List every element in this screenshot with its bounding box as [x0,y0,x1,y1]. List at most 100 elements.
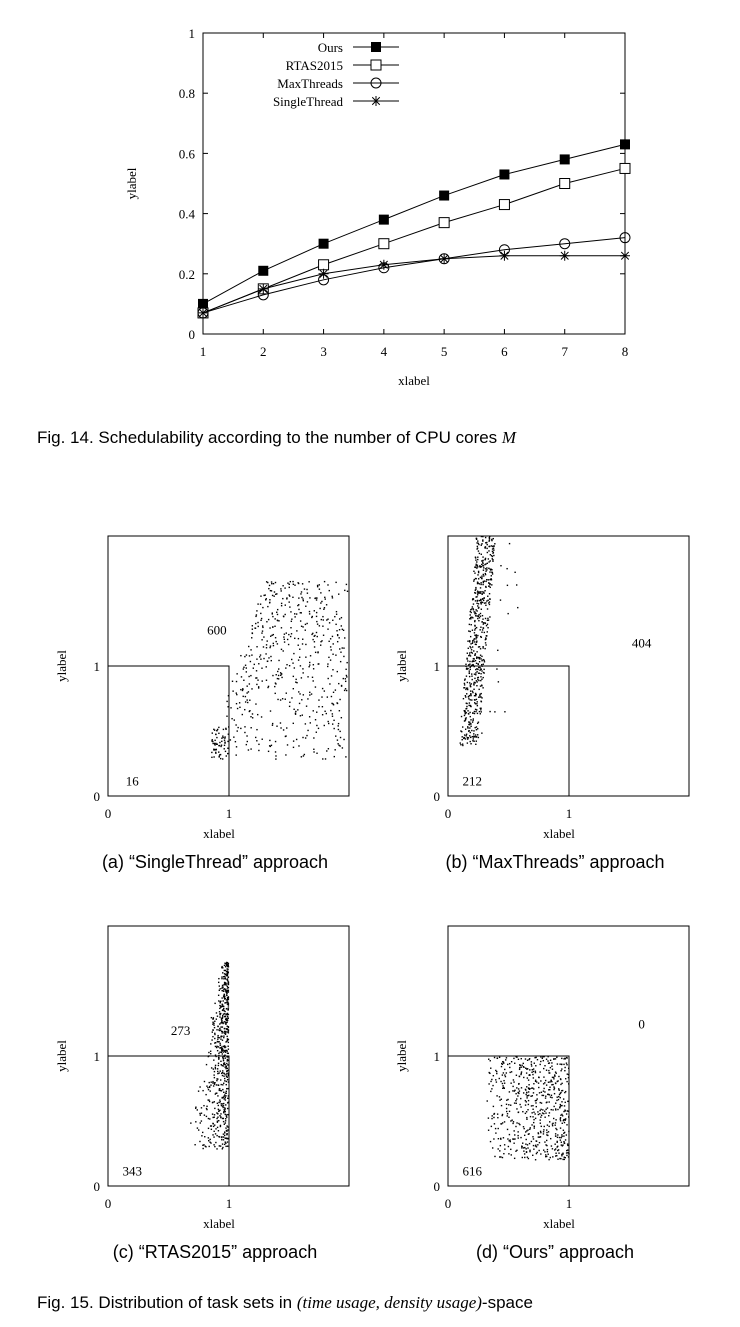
scatter-point [470,624,472,626]
scatter-point [213,1074,215,1076]
scatter-point [475,662,478,664]
scatter-point [479,654,482,656]
scatter-point [550,1137,552,1140]
scatter-point [246,685,248,687]
scatter-point [564,1078,567,1080]
scatter-point [225,1115,227,1117]
scatter-point [265,644,268,646]
scatter-point [482,591,485,593]
scatter-point [484,563,486,566]
scatter-point [221,1016,224,1018]
scatter-point [563,1058,565,1060]
scatter-point [508,1062,511,1065]
scatter-point [280,674,282,677]
scatter-point [321,714,324,716]
scatter-point [199,1086,201,1088]
scatter-point [222,1106,224,1109]
scatter-point [544,1082,546,1084]
scatter-point [546,1131,548,1134]
scatter-point [470,743,472,745]
scatter-point [285,692,287,694]
scatter-point [508,1140,510,1142]
scatter-point [328,656,330,659]
scatter-point [265,653,267,655]
scatter-point [316,752,318,754]
scatter-point [471,642,474,644]
scatter-point [206,1085,208,1087]
scatter-point [221,1019,223,1022]
scatter-point [497,681,500,683]
scatter-point [327,628,329,630]
scatter-point [479,713,481,715]
scatter-point [253,663,255,666]
scatter-point [515,1092,517,1095]
scatter-point [222,735,224,737]
scatter-point [218,751,220,753]
scatter-point [210,1067,213,1069]
scatter-point [315,599,318,601]
scatter-point [219,1079,222,1081]
scatter-point [216,1078,218,1080]
scatter-point [472,719,474,722]
scatter-point [249,660,252,663]
scatter-point [223,1072,225,1074]
scatter-point [265,581,268,583]
scatter-point [315,611,318,614]
scatter-point [227,694,230,697]
scatter-point [339,730,341,733]
scatter-point [213,1130,215,1133]
scatter-point [470,719,472,721]
scatter-point [479,669,481,671]
scatter-point [538,1086,540,1089]
scatter-point [551,1084,553,1086]
scatter-point [227,1097,229,1099]
scatter-point [535,1102,537,1104]
scatter-point [256,683,258,686]
scatter-point [222,1139,225,1141]
scatter-point [508,1110,511,1113]
scatter-point [282,729,285,731]
scatter-point [468,694,471,697]
scatter-point [488,601,491,603]
scatter-point [564,1118,567,1120]
scatter-point [226,978,228,981]
scatter-point [465,667,468,669]
scatter-point [522,1062,524,1065]
scatter-point [560,1070,562,1072]
scatter-point [486,543,488,546]
scatter-point [557,1108,559,1111]
scatter-point [261,625,264,627]
scatter-point [562,1119,565,1122]
scatter-point [315,731,318,733]
scatter-point [222,1000,224,1002]
scatter-point [289,595,291,597]
scatter-point [214,1033,216,1036]
scatter-point [472,738,474,740]
scatter-point [223,1109,225,1111]
scatter-point [236,673,238,675]
scatter-point [479,656,481,659]
scatter-point [551,1124,554,1127]
x-tick-label: 4 [381,344,388,359]
boundary-box [448,1055,570,1186]
scatter-point [567,1100,569,1103]
scatter-point [235,680,238,683]
scatter-point [484,590,486,592]
scatter-point [336,670,339,673]
scatter-point [540,1114,543,1117]
scatter-point [525,1101,527,1103]
scatter-point [296,681,298,684]
scatter-point [226,1137,228,1140]
scatter-point [525,1111,528,1113]
scatter-point [224,1064,226,1066]
scatter-point [552,1109,554,1111]
scatter-point [213,1083,216,1085]
scatter-point [226,987,229,989]
scatter-point [466,657,468,660]
scatter-point [475,638,477,640]
scatter-point [341,628,344,631]
scatter-point [524,1112,527,1115]
scatter-point [203,1104,205,1107]
scatter-point [319,607,321,610]
scatter-point [275,593,277,595]
